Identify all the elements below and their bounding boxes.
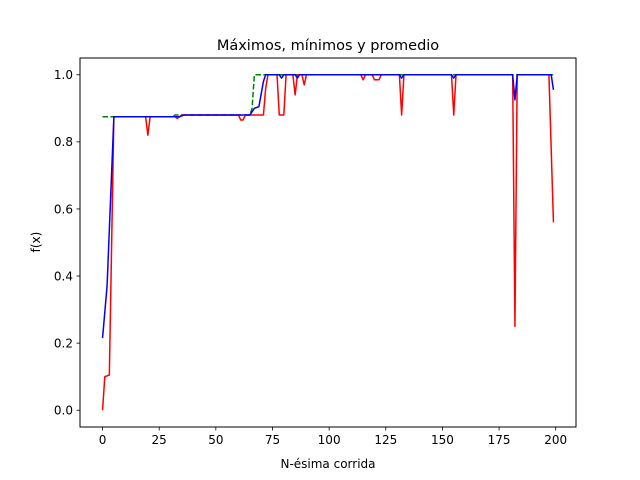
- y-tick-label: 0.2: [54, 336, 73, 350]
- x-tick-label: 150: [431, 433, 454, 447]
- plot-area-frame: [79, 57, 577, 428]
- series-layer: [101, 74, 555, 411]
- x-tick-label: 125: [374, 433, 397, 447]
- y-axis: 0.0 0.2 0.4 0.6 0.8 1.0: [54, 68, 80, 418]
- chart-title: Máximos, mínimos y promedio: [217, 38, 439, 54]
- y-axis-label: f(x): [29, 232, 43, 253]
- x-axis-label: N-ésima corrida: [280, 457, 375, 471]
- series-line-0: [102, 74, 554, 118]
- series-line-1: [101, 74, 555, 411]
- x-tick-label: 0: [99, 433, 107, 447]
- x-axis: 0 25 50 75 100 125 150 175 200: [99, 427, 567, 447]
- y-tick-label: 0.0: [54, 404, 73, 418]
- x-tick-label: 200: [544, 433, 567, 447]
- x-tick-label: 25: [152, 433, 167, 447]
- x-tick-label: 175: [488, 433, 511, 447]
- x-tick-label: 75: [265, 433, 280, 447]
- x-tick-label: 50: [208, 433, 223, 447]
- y-tick-label: 1.0: [54, 68, 73, 82]
- series-line-2: [101, 74, 555, 339]
- x-tick-label: 100: [318, 433, 341, 447]
- y-tick-label: 0.8: [54, 135, 73, 149]
- y-tick-label: 0.6: [54, 202, 73, 216]
- y-tick-label: 0.4: [54, 269, 73, 283]
